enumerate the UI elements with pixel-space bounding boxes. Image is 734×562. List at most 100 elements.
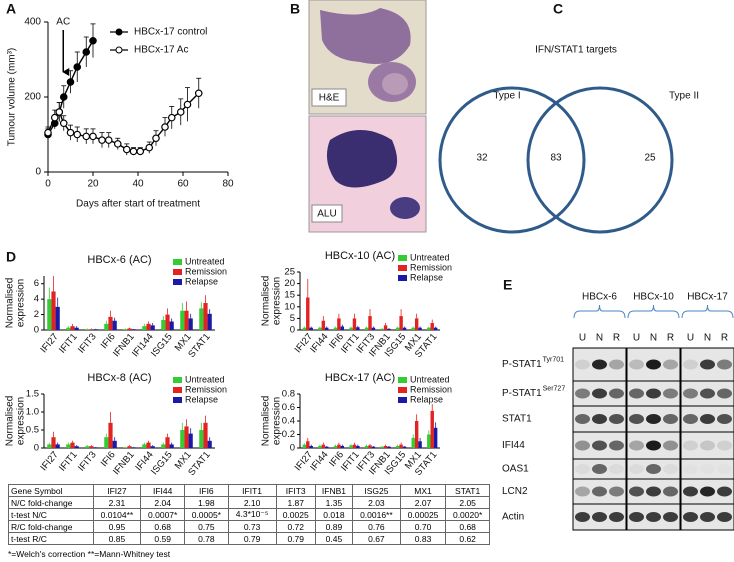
table-cell: 0.73 [227, 520, 277, 533]
panel-label: A [6, 1, 16, 17]
bar [402, 446, 407, 448]
blot-band [646, 486, 661, 497]
table-cell: 2.05 [445, 496, 490, 509]
legend-swatch [398, 387, 407, 393]
bar [356, 327, 360, 330]
bar [433, 427, 438, 448]
data-point [145, 143, 154, 152]
panel-label: E [503, 277, 512, 293]
blot-band [575, 512, 590, 522]
y-axis-label: Normalised [261, 396, 272, 447]
bar [321, 320, 326, 330]
blot-band [700, 440, 715, 451]
venn-title: IFN/STAT1 targets [535, 45, 617, 56]
y-axis-label: Tumour volume (mm³) [7, 48, 18, 147]
blot-band [609, 512, 624, 522]
blot-band [717, 414, 732, 424]
bar [414, 421, 419, 448]
y-tick-label: 0 [290, 325, 295, 336]
bar [161, 319, 166, 330]
blot-band [683, 414, 698, 424]
venn-set-label: Type II [669, 91, 699, 102]
legend-swatch [398, 255, 407, 261]
bar [74, 327, 79, 330]
y-tick-label: 2 [34, 309, 39, 320]
y-tick-label: 0 [35, 167, 41, 178]
legend-label: Untreated [410, 374, 450, 384]
x-tick-label: ISG15 [149, 331, 175, 359]
y-axis-label: expression [272, 397, 283, 445]
x-tick-label: 60 [177, 179, 189, 190]
blot-band [592, 414, 607, 424]
y-tick-label: 1.0 [26, 407, 39, 418]
bar [402, 327, 407, 330]
table-cell: 0.45 [314, 532, 353, 545]
legend-label: Untreated [185, 256, 225, 266]
bar [199, 308, 204, 330]
x-tick-label: IFIT3 [76, 331, 99, 355]
blot-band [609, 388, 624, 399]
legend-swatch [398, 265, 407, 271]
blot-band [683, 440, 698, 451]
bar [433, 327, 438, 330]
table-footnote: *=Welch's correction **=Mann-Whitney tes… [8, 549, 171, 559]
bar [131, 329, 136, 330]
table-cell: 0.67 [351, 532, 401, 545]
table-cell: IFI6 [184, 484, 229, 497]
table-cell: 2.10 [227, 496, 277, 509]
table-cell: t-test N/C [8, 508, 94, 521]
blot-band [700, 414, 715, 424]
bar [127, 446, 132, 448]
y-tick-label: 0 [34, 443, 39, 454]
panel-label: B [290, 1, 300, 17]
table-cell: 0.68 [445, 520, 490, 533]
data-point [73, 130, 82, 139]
bar [207, 313, 212, 330]
x-tick-label: 20 [87, 179, 99, 190]
panel-label: D [6, 249, 16, 265]
table-cell: 0.89 [314, 520, 353, 533]
bar [146, 323, 151, 330]
legend-swatch [173, 397, 182, 403]
blot-band [663, 464, 678, 474]
bar [104, 323, 109, 330]
y-tick-label: 0.2 [282, 429, 295, 440]
bar [368, 316, 372, 330]
histology-he: H&E [308, 0, 427, 115]
blot-band [700, 512, 715, 522]
bar [387, 446, 391, 448]
table-row: R/C fold-change 0.95 0.68 0.75 0.73 0.72 0.89 0… [8, 520, 490, 533]
row-label: IFI44 [502, 440, 525, 451]
row-label: STAT1 [502, 414, 532, 425]
bar [399, 316, 403, 330]
table-cell: 0.0007* [140, 508, 186, 521]
blot-band [663, 486, 678, 497]
bar [146, 442, 151, 448]
blot-band [663, 359, 678, 370]
bar [70, 442, 75, 448]
bar [199, 430, 204, 448]
lane-label: N [704, 333, 711, 344]
y-tick-label: 0.5 [26, 425, 39, 436]
table-cell: 0.75 [184, 520, 229, 533]
bar [142, 326, 147, 330]
data-point [167, 113, 176, 122]
blot-band [646, 440, 661, 451]
bar [142, 444, 147, 448]
table-cell: 0.59 [140, 532, 186, 545]
blot-band [646, 414, 661, 424]
data-point [66, 78, 75, 86]
legend-label: Relapse [185, 276, 218, 286]
bar [66, 327, 71, 330]
bar [104, 437, 109, 448]
bar [112, 440, 117, 448]
table-cell: 0.0016** [351, 508, 401, 521]
table-cell: 0.0005* [184, 508, 229, 521]
chart-title: HBCx-17 (AC) [325, 372, 395, 384]
row-label: P-STAT1 [502, 388, 542, 399]
data-point [89, 132, 97, 141]
y-axis-label: expression [16, 397, 27, 445]
blot-band [646, 464, 661, 474]
bar [89, 329, 94, 330]
table-cell: 1.87 [275, 496, 316, 509]
